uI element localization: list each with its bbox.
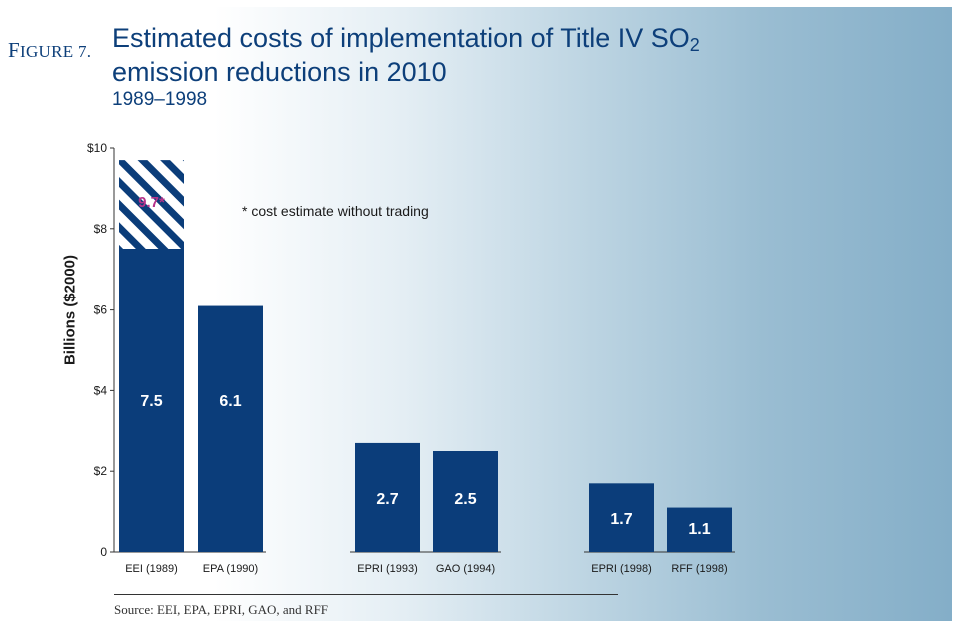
- y-tick-label: $10: [87, 141, 107, 155]
- data-label: 1.1: [688, 521, 710, 538]
- bar: [355, 442, 420, 552]
- bar-without-trading: [119, 160, 184, 249]
- y-tick-label: $4: [94, 383, 108, 397]
- title-text: Estimated costs of implementation of Tit…: [112, 23, 690, 53]
- bar: [433, 451, 498, 552]
- source-note: Source: EEI, EPA, EPRI, GAO, and RFF: [114, 602, 329, 617]
- figure-number: 7.: [78, 42, 92, 61]
- title-line-2: emission reductions in 2010: [112, 57, 447, 87]
- bar: [667, 507, 732, 552]
- y-tick-label: $6: [94, 303, 108, 317]
- data-label: 6.1: [219, 393, 241, 410]
- chart-annotation: * cost estimate without trading: [242, 203, 429, 219]
- data-label: 2.7: [376, 491, 398, 508]
- source-rule: [114, 594, 618, 595]
- bar: [119, 249, 184, 552]
- y-tick-label: $8: [94, 222, 108, 236]
- x-tick-label: RFF (1998): [671, 563, 727, 575]
- figure-subtitle: 1989–1998: [112, 89, 208, 110]
- bar: [198, 305, 263, 552]
- title-subscript: 2: [689, 35, 700, 55]
- figure-label-initial: F: [8, 38, 20, 62]
- y-tick-label: 0: [100, 545, 107, 559]
- data-label: 1.7: [610, 511, 632, 528]
- x-tick-label: EPRI (1998): [591, 563, 652, 575]
- x-tick-label: GAO (1994): [436, 563, 495, 575]
- x-tick-label: EEI (1989): [125, 563, 178, 575]
- data-label: 2.5: [454, 491, 476, 508]
- x-tick-label: EPRI (1993): [357, 563, 418, 575]
- figure-label-rest: IGURE: [19, 42, 74, 61]
- data-label: 7.5: [140, 393, 162, 410]
- x-tick-label: EPA (1990): [203, 563, 258, 575]
- data-label-without-trading: 9.7*: [138, 194, 165, 211]
- figure-label: FIGURE 7.: [8, 38, 91, 63]
- y-tick-label: $2: [94, 464, 108, 478]
- figure-title: Estimated costs of implementation of Tit…: [112, 25, 872, 86]
- bar: [589, 483, 654, 552]
